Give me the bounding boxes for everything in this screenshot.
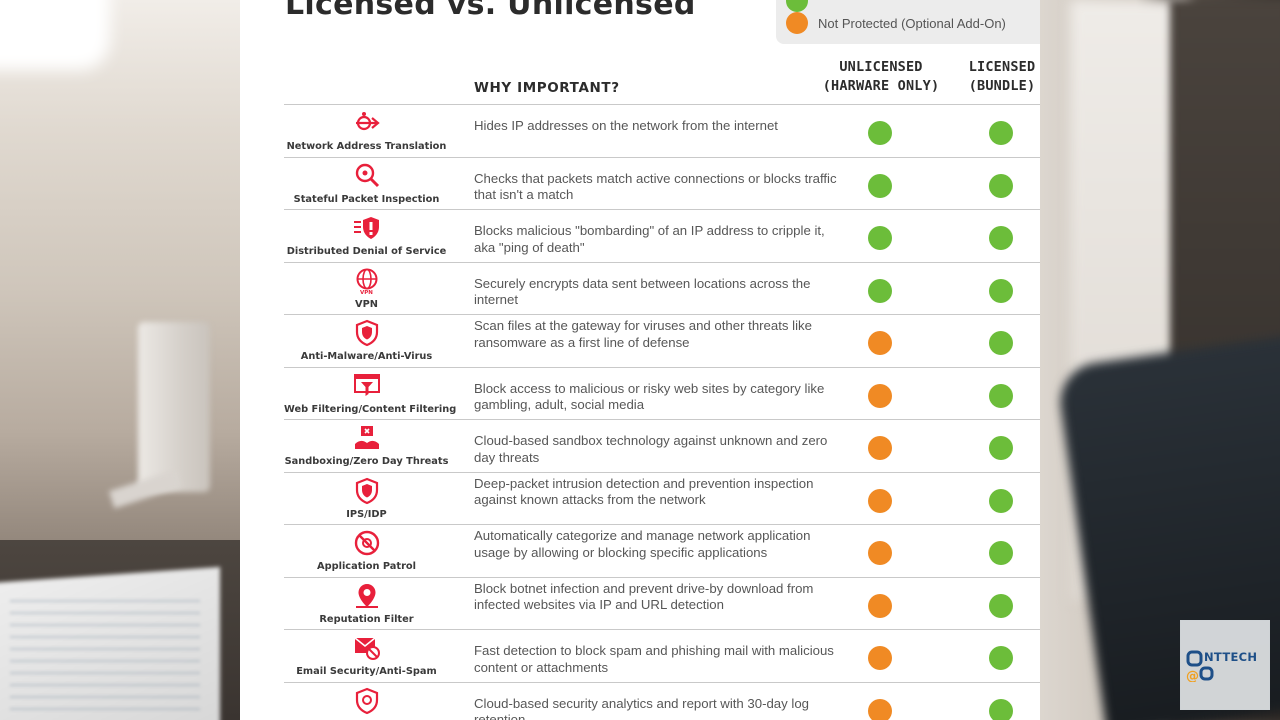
feature-name: Sandboxing/Zero Day Threats xyxy=(284,456,449,467)
feature-description: Automatically categorize and manage netw… xyxy=(474,528,811,560)
svg-text:VPN: VPN xyxy=(360,290,373,295)
globe-vpn-icon: VPN xyxy=(339,267,395,295)
feature-description: Checks that packets match active connect… xyxy=(474,170,837,203)
feature-description: Scan files at the gateway for viruses an… xyxy=(474,318,812,350)
unlicensed-status-dot xyxy=(868,383,892,408)
document-title: Licensed vs. Unlicensed xyxy=(285,0,696,22)
svg-text:@: @ xyxy=(1186,669,1199,682)
legend-green-dot xyxy=(786,0,808,12)
comparison-document: Licensed vs. Unlicensed Not Protected (O… xyxy=(240,0,1040,720)
table-row: Network Address Translation Hides IP addr… xyxy=(284,104,1040,157)
magnifier-eye-icon xyxy=(339,162,395,190)
licensed-status-dot xyxy=(989,436,1013,460)
logo-text: NTTECH xyxy=(1204,650,1258,664)
unlicensed-status-dot xyxy=(868,173,892,198)
shield-analytics-icon xyxy=(339,687,395,715)
column-header-unlicensed: UNLICENSED (HARWARE ONLY) xyxy=(810,58,952,96)
feature-name: Anti-Malware/Anti-Virus xyxy=(300,351,433,362)
feature-description: Block botnet infection and prevent drive… xyxy=(474,580,814,613)
column-header-line: (HARWARE ONLY) xyxy=(822,78,940,94)
nat-arrow-icon xyxy=(339,109,395,137)
location-pin-icon xyxy=(339,582,395,610)
logo-mark-icon: @ xyxy=(1186,650,1214,682)
feature-name: Application Patrol xyxy=(316,561,417,572)
feature-description: Cloud-based sandbox technology against u… xyxy=(474,433,828,465)
licensed-status-dot xyxy=(989,593,1013,618)
licensed-status-dot xyxy=(989,698,1013,720)
app-block-icon xyxy=(339,529,395,557)
mail-block-icon xyxy=(339,634,395,662)
papers-print xyxy=(10,600,200,710)
feature-name: Email Security/Anti-Spam xyxy=(296,666,437,677)
licensed-status-dot xyxy=(989,121,1013,145)
legend-orange-dot xyxy=(786,12,808,34)
feature-description: Hides IP addresses on the network from t… xyxy=(474,118,778,133)
table-row: Web Filtering/Content Filtering Block acc… xyxy=(284,366,1040,420)
licensed-status-dot xyxy=(989,226,1013,250)
feature-name: Distributed Denial of Service xyxy=(286,246,447,257)
browser-filter-icon xyxy=(339,372,395,400)
background-right xyxy=(1040,0,1280,720)
table-row: Reputation Filter Block botnet infection … xyxy=(284,576,1040,630)
channel-logo: @ NTTECH xyxy=(1180,620,1270,710)
unlicensed-status-dot xyxy=(868,226,892,250)
table-row: Cloud-based security analytics and repor… xyxy=(284,681,1040,720)
legend-label: Not Protected (Optional Add-On) xyxy=(818,15,1006,31)
shield-speed-icon xyxy=(339,214,395,242)
licensed-status-dot xyxy=(989,383,1013,408)
column-header-line: LICENSED xyxy=(968,59,1036,75)
licensed-status-dot xyxy=(989,331,1013,355)
window-light xyxy=(0,0,110,70)
licensed-status-dot xyxy=(989,173,1013,198)
feature-description: Blocks malicious "bombarding" of an IP a… xyxy=(474,223,825,255)
column-header-licensed: LICENSED (BUNDLE) xyxy=(956,58,1040,96)
unlicensed-status-dot xyxy=(868,278,892,303)
legend-item-not-protected: Not Protected (Optional Add-On) xyxy=(786,12,1006,34)
unlicensed-status-dot xyxy=(868,593,892,618)
radiator xyxy=(138,322,210,492)
feature-name: Web Filtering/Content Filtering xyxy=(284,403,457,415)
unlicensed-status-dot xyxy=(868,121,892,145)
feature-name: Network Address Translation xyxy=(286,141,447,152)
unlicensed-status-dot xyxy=(868,488,892,513)
table-row: Stateful Packet Inspection Checks that pa… xyxy=(284,156,1040,210)
table-row: Anti-Malware/Anti-Virus Scan files at the… xyxy=(284,314,1040,367)
feature-description: Deep-packet intrusion detection and prev… xyxy=(474,475,814,508)
unlicensed-status-dot xyxy=(868,541,892,565)
unlicensed-status-dot xyxy=(868,331,892,355)
feature-description: Block access to malicious or risky web s… xyxy=(474,380,825,413)
unlicensed-status-dot xyxy=(868,436,892,460)
feature-name: VPN xyxy=(355,298,378,310)
feature-description: Cloud-based security analytics and repor… xyxy=(474,695,809,720)
table-row: VPN VPN Securely encrypts data sent betwee… xyxy=(284,261,1040,315)
unlicensed-status-dot xyxy=(868,698,892,720)
feature-description: Fast detection to block spam and phishin… xyxy=(474,643,834,675)
feature-description: Securely encrypts data sent between loca… xyxy=(474,275,811,308)
licensed-status-dot xyxy=(989,646,1013,670)
feature-name: Stateful Packet Inspection xyxy=(293,193,440,205)
legend: Not Protected (Optional Add-On) xyxy=(776,0,1040,44)
column-header-line: UNLICENSED xyxy=(839,59,923,75)
table-row: Application Patrol Automatically categori… xyxy=(284,524,1040,577)
licensed-status-dot xyxy=(989,278,1013,303)
feature-name: IPS/IDP xyxy=(346,508,387,520)
background-left xyxy=(0,0,240,720)
unlicensed-status-dot xyxy=(868,646,892,670)
table-row: IPS/IDP Deep-packet intrusion detection a… xyxy=(284,471,1040,525)
sandbox-hand-icon xyxy=(339,424,395,452)
licensed-status-dot xyxy=(989,488,1013,513)
table-row: Email Security/Anti-Spam Fast detection t… xyxy=(284,629,1040,682)
licensed-status-dot xyxy=(989,541,1013,565)
column-header-why: WHY IMPORTANT? xyxy=(474,80,620,96)
table-row: Distributed Denial of Service Blocks mali… xyxy=(284,209,1040,262)
feature-name: Reputation Filter xyxy=(319,613,414,625)
table-row: Sandboxing/Zero Day Threats Cloud-based s… xyxy=(284,419,1040,472)
shield-check-icon xyxy=(339,477,395,505)
column-header-line: (BUNDLE) xyxy=(968,78,1036,94)
shield-icon xyxy=(339,319,395,347)
legend-item-protected xyxy=(786,0,818,12)
